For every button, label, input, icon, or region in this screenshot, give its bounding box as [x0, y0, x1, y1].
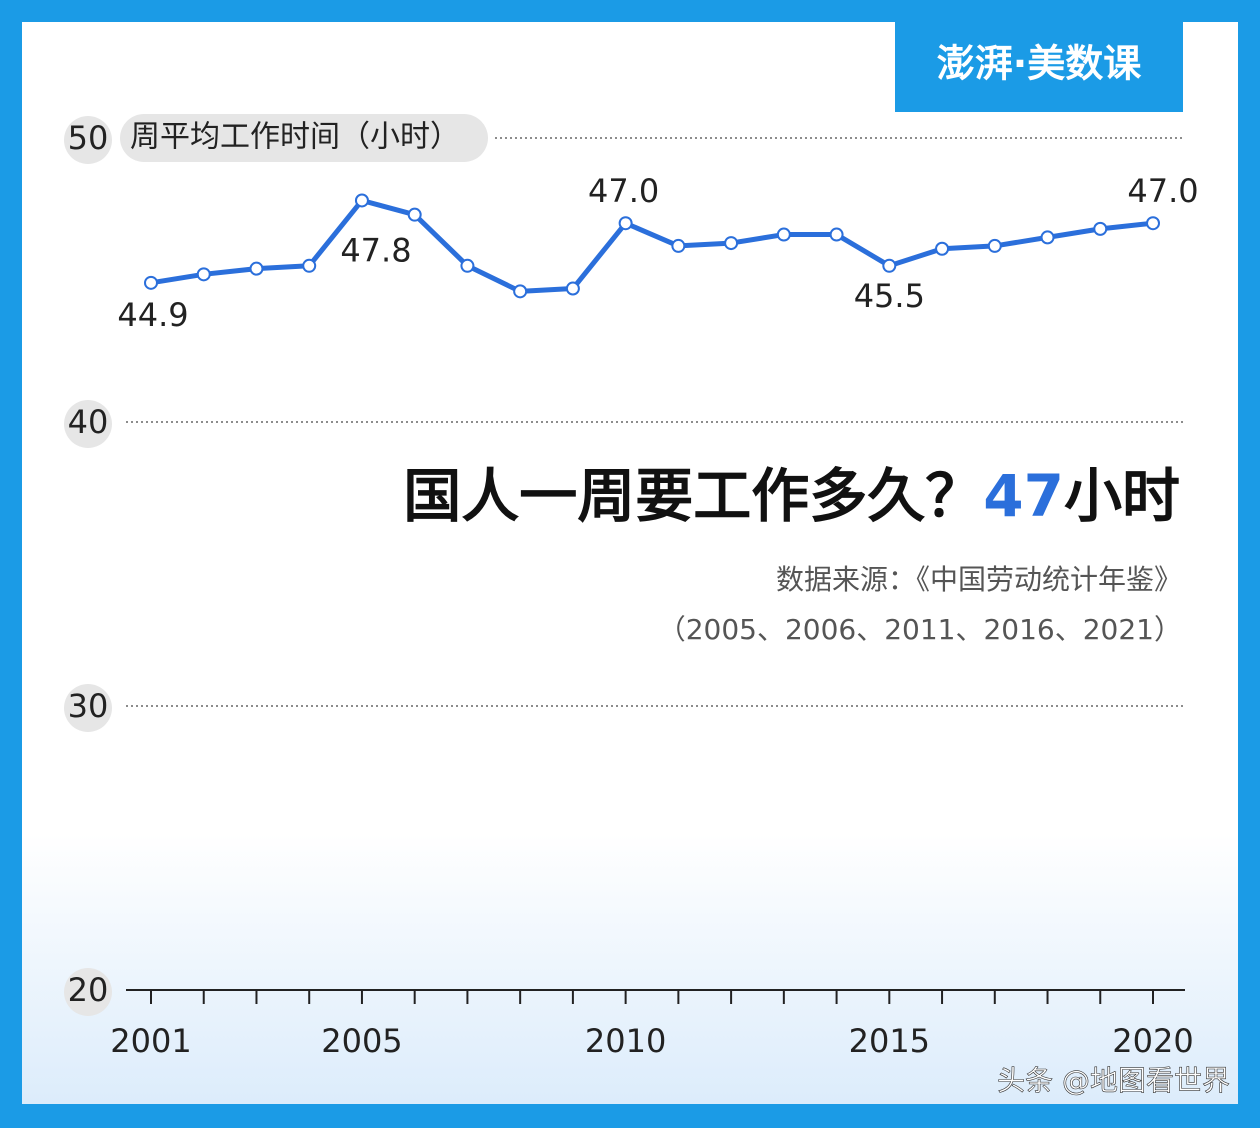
point: [935, 241, 950, 256]
y-tick-badge: [64, 684, 112, 732]
point: [829, 227, 844, 242]
source: 数据来源：《中国劳动统计年鉴》: [776, 563, 1182, 596]
title-highlight: 47: [983, 462, 1064, 530]
y-label-pill: [120, 114, 488, 162]
point: [302, 258, 317, 273]
series-line: [150, 197, 1154, 294]
point: [1093, 221, 1108, 236]
y-tick-label: 20: [68, 971, 109, 1009]
x-tick-label: 2001: [110, 1022, 191, 1060]
brand-box: [895, 0, 1183, 112]
y-tick-badge: [64, 116, 112, 164]
point: [354, 193, 369, 208]
plot: 20 30 40 50 2001 2005 2010 2015 2020 44.9 47.8 47.0…: [64, 116, 1199, 1060]
point: [565, 281, 580, 296]
value-label: 47.8: [340, 231, 411, 269]
point: [776, 227, 791, 242]
brand: 澎湃·美数课: [937, 42, 1141, 86]
point: [618, 216, 633, 231]
point: [249, 261, 264, 276]
title-main: 国人一周要工作多久？: [403, 462, 983, 530]
point: [724, 236, 739, 251]
y-tick-label: 30: [68, 687, 109, 725]
value-label: 47.0: [1127, 172, 1198, 210]
watermark: 头条 @地图看世界: [997, 1064, 1230, 1097]
point: [1146, 216, 1160, 231]
y-axis-label: 周平均工作时间（小时）: [130, 120, 460, 155]
point: [144, 275, 158, 290]
y-tick-badge: [64, 400, 112, 448]
x-tick-label: 2010: [585, 1022, 666, 1060]
point: [407, 207, 422, 222]
y-tick-label: 40: [68, 403, 109, 441]
x-tick-label: 2005: [321, 1022, 402, 1060]
point: [460, 258, 475, 273]
x-tick-label: 2015: [849, 1022, 930, 1060]
point: [1040, 230, 1055, 245]
source-years: （2005、2006、2011、2016、2021）: [658, 613, 1182, 646]
point: [882, 258, 897, 273]
value-label: 44.9: [117, 296, 188, 334]
chart-title: 国人一周要工作多久？47小时: [403, 462, 1180, 530]
point: [196, 267, 211, 282]
x-tick-label: 2020: [1112, 1022, 1193, 1060]
y-tick-label: 50: [68, 119, 109, 157]
title-suffix: 小时: [1064, 462, 1180, 530]
y-tick-badge: [64, 968, 112, 1016]
value-label: 45.5: [854, 277, 925, 315]
point: [671, 238, 686, 253]
panel: [22, 22, 1238, 1104]
point: [513, 284, 528, 299]
value-label: 47.0: [588, 172, 659, 210]
point: [987, 238, 1002, 253]
